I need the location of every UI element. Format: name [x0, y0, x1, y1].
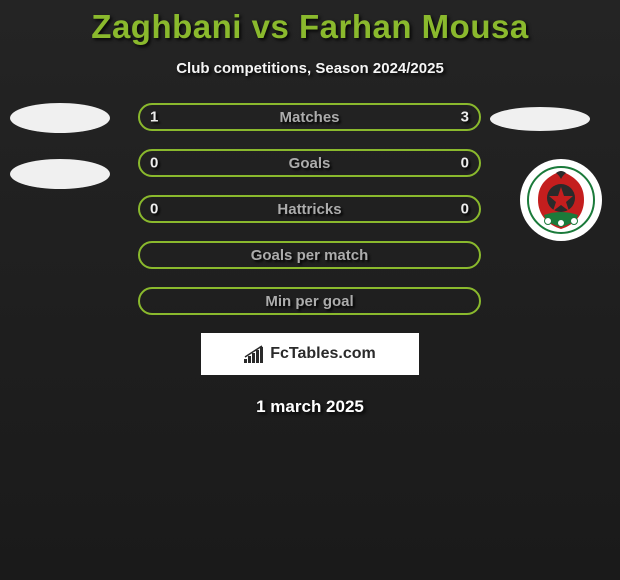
- stat-value-left: 0: [150, 155, 158, 172]
- watermark: FcTables.com: [201, 333, 419, 375]
- stat-row: Min per goal: [138, 287, 481, 315]
- stat-label: Matches: [279, 109, 339, 126]
- club-right-logo: [520, 159, 602, 241]
- stat-label: Hattricks: [277, 201, 341, 218]
- comparison-date: 1 march 2025: [0, 397, 620, 417]
- player-right-avatar: [490, 107, 590, 131]
- stat-label: Goals: [289, 155, 331, 172]
- watermark-suffix: .com: [338, 345, 375, 362]
- stat-value-right: 0: [461, 155, 469, 172]
- stat-row: 0 Goals 0: [138, 149, 481, 177]
- comparison-content: 1 Matches 3 0 Goals 0 0 Hattricks 0 Goals per mat…: [0, 103, 620, 417]
- player-left-avatar: [10, 103, 110, 133]
- watermark-brand: FcTables: [270, 345, 338, 362]
- stat-value-left: 0: [150, 201, 158, 218]
- club-logo-icon: [526, 165, 596, 235]
- stat-row: Goals per match: [138, 241, 481, 269]
- stat-value-left: 1: [150, 109, 158, 126]
- stat-value-right: 0: [461, 201, 469, 218]
- comparison-subtitle: Club competitions, Season 2024/2025: [0, 60, 620, 77]
- stat-label: Goals per match: [251, 247, 369, 264]
- stat-label: Min per goal: [265, 293, 353, 310]
- comparison-title: Zaghbani vs Farhan Mousa: [0, 0, 620, 46]
- chart-icon: [244, 345, 266, 363]
- stat-row: 0 Hattricks 0: [138, 195, 481, 223]
- stat-row: 1 Matches 3: [138, 103, 481, 131]
- watermark-text: FcTables.com: [270, 345, 376, 363]
- club-left-avatar: [10, 159, 110, 189]
- stat-value-right: 3: [461, 109, 469, 126]
